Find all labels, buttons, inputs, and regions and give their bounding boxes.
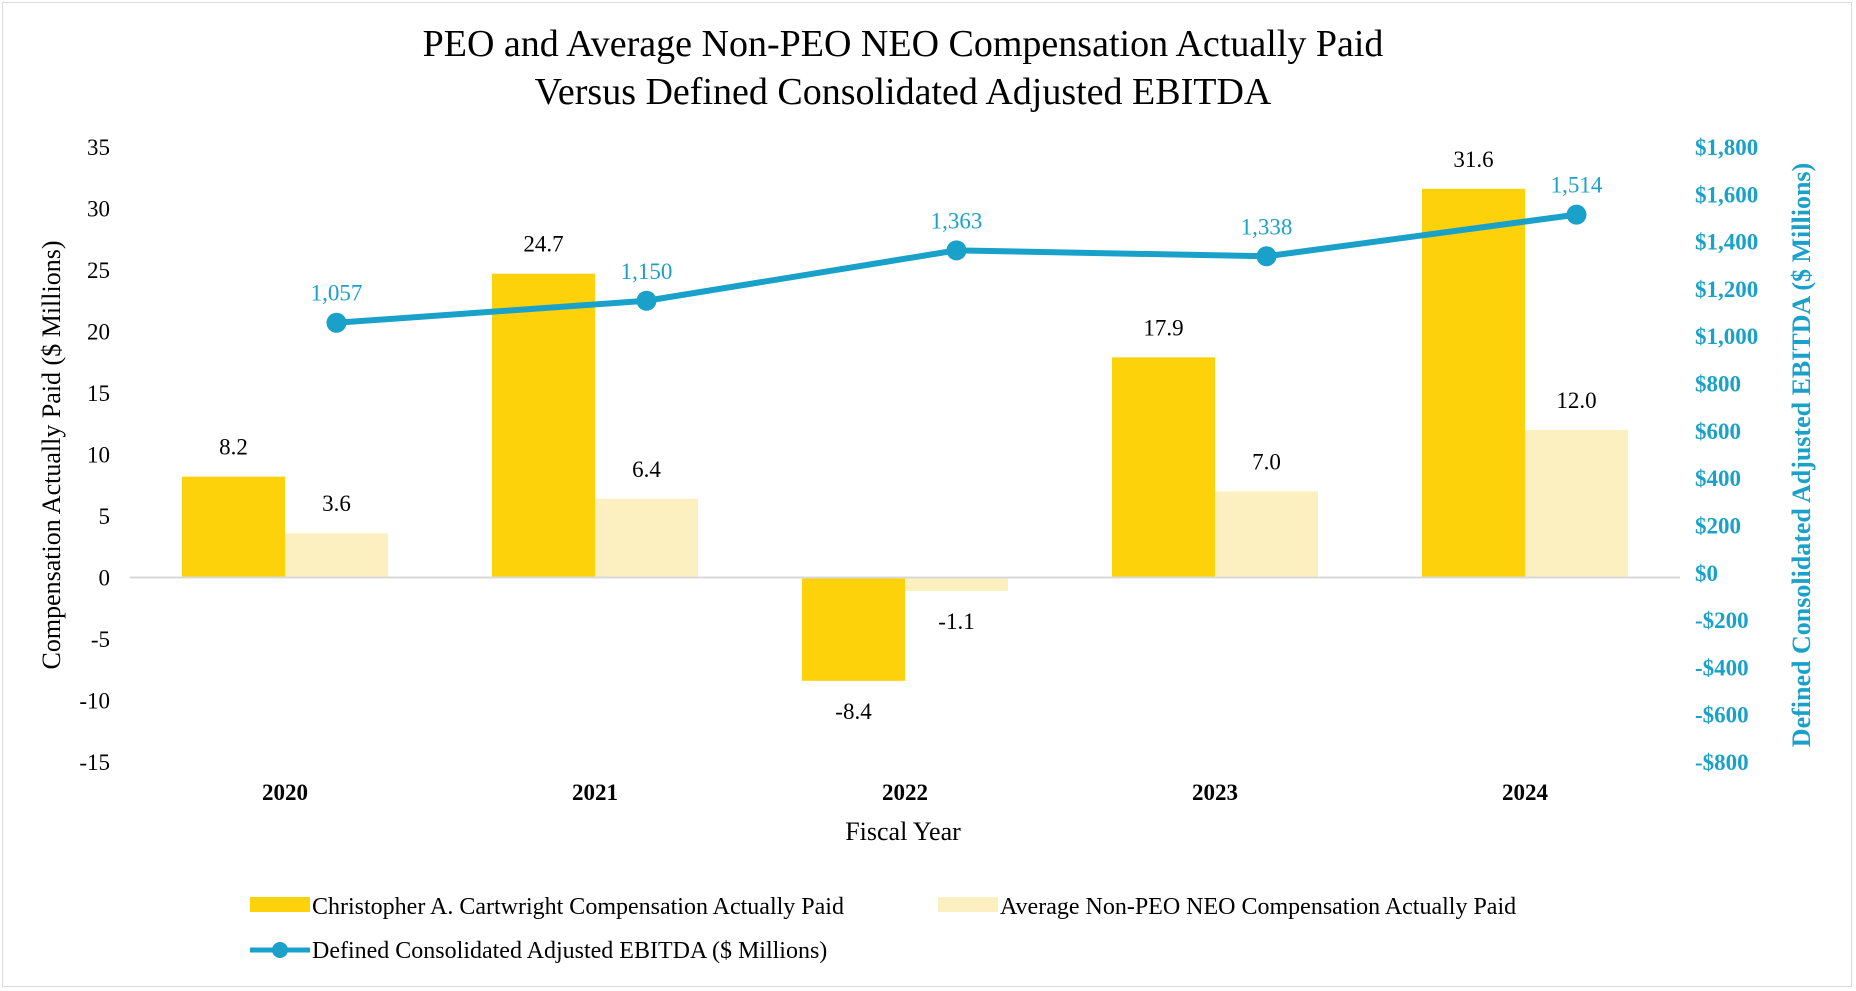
line-data-labels: 1,057 1,150 1,363 1,338 1,514 — [311, 173, 1603, 306]
ebitda-point — [1256, 246, 1277, 267]
y-tick-label: -5 — [91, 627, 110, 652]
legend-swatch-neo — [938, 897, 998, 912]
bar-peo — [1112, 357, 1215, 578]
ebitda-point — [636, 290, 657, 311]
bar-neo-label: 12.0 — [1556, 388, 1596, 413]
y2-tick-label: $1,800 — [1695, 135, 1758, 160]
bar-peo-label: 31.6 — [1453, 147, 1493, 172]
bar-neo-label: 7.0 — [1252, 449, 1281, 474]
ebitda-point-label: 1,057 — [311, 281, 363, 306]
ebitda-point — [946, 240, 967, 261]
ebitda-point — [326, 312, 347, 333]
bar-data-labels: 8.2 24.7 -8.4 17.9 31.6 3.6 6.4 -1.1 7.0 12.0 — [219, 147, 1597, 724]
x-category-label: 2023 — [1192, 780, 1238, 805]
y-tick-label: -15 — [79, 750, 110, 775]
y-tick-label: -10 — [79, 689, 110, 714]
x-category-label: 2024 — [1502, 780, 1549, 805]
y2-tick-label: -$200 — [1695, 608, 1749, 633]
bar-peo — [1422, 188, 1525, 578]
bar-peo-label: 17.9 — [1143, 315, 1183, 340]
bar-peo — [492, 273, 595, 578]
bar-neo — [595, 498, 698, 578]
chart-title-line-1: PEO and Average Non-PEO NEO Compensation… — [423, 23, 1384, 65]
ebitda-point — [1566, 204, 1587, 225]
bar-peo — [802, 577, 905, 681]
bar-peo — [182, 476, 285, 578]
y2-tick-label: $1,200 — [1695, 277, 1758, 302]
y2-axis-title: Defined Consolidated Adjusted EBITDA ($ … — [1787, 163, 1816, 747]
y2-tick-label: $600 — [1695, 419, 1741, 444]
ebitda-line-layer — [326, 204, 1587, 333]
bar-peo-label: -8.4 — [835, 699, 872, 724]
bar-neo — [1525, 429, 1628, 578]
y-tick-label: 0 — [99, 566, 111, 591]
bar-marks — [182, 188, 1628, 681]
ebitda-point-label: 1,514 — [1551, 173, 1603, 198]
y-tick-label: 35 — [87, 135, 110, 160]
y2-tick-label: $800 — [1695, 372, 1741, 397]
x-category-label: 2022 — [882, 780, 928, 805]
bar-peo-label: 24.7 — [523, 232, 563, 257]
y2-tick-label: -$400 — [1695, 655, 1749, 680]
y-tick-label: 5 — [99, 504, 111, 529]
legend-label-ebitda: Defined Consolidated Adjusted EBITDA ($ … — [312, 938, 827, 964]
ebitda-point-label: 1,150 — [621, 259, 673, 284]
bar-neo-label: 3.6 — [322, 491, 351, 516]
bar-neo — [905, 577, 1008, 592]
x-category-label: 2020 — [262, 780, 308, 805]
chart-title-line-2: Versus Defined Consolidated Adjusted EBI… — [535, 71, 1272, 113]
y2-tick-label: $1,600 — [1695, 182, 1758, 207]
right-tick-labels: $1,800 $1,600 $1,400 $1,200 $1,000 $800 $600 $4… — [1695, 135, 1758, 775]
legend: Christopher A. Cartwright Compensation A… — [250, 894, 1516, 964]
ebitda-point-label: 1,363 — [931, 208, 983, 233]
y-tick-label: 10 — [87, 443, 110, 468]
y2-tick-label: -$800 — [1695, 750, 1749, 775]
y2-tick-label: $1,400 — [1695, 230, 1758, 255]
bar-neo-label: -1.1 — [938, 609, 974, 634]
y2-tick-label: $0 — [1695, 561, 1718, 586]
bar-neo-label: 6.4 — [632, 457, 661, 482]
y2-tick-label: -$600 — [1695, 703, 1749, 728]
x-category-label: 2021 — [572, 780, 618, 805]
bar-neo — [285, 533, 388, 578]
x-axis-title: Fiscal Year — [845, 817, 961, 846]
y-axis-title: Compensation Actually Paid ($ Millions) — [37, 241, 66, 670]
category-labels: 2020 2021 2022 2023 2024 — [262, 780, 1549, 805]
legend-label-peo: Christopher A. Cartwright Compensation A… — [312, 894, 844, 920]
y-tick-label: 15 — [87, 381, 110, 406]
bar-neo — [1215, 491, 1318, 578]
y2-tick-label: $200 — [1695, 513, 1741, 538]
legend-label-neo: Average Non-PEO NEO Compensation Actuall… — [1000, 894, 1516, 920]
left-tick-labels: 35 30 25 20 15 10 5 0 -5 -10 -15 — [79, 135, 110, 775]
bar-peo-label: 8.2 — [219, 435, 248, 460]
legend-marker-ebitda — [272, 942, 288, 958]
y2-tick-label: $1,000 — [1695, 324, 1758, 349]
legend-swatch-peo — [250, 897, 310, 912]
ebitda-point-label: 1,338 — [1241, 214, 1293, 239]
y-tick-label: 20 — [87, 320, 110, 345]
y2-tick-label: $400 — [1695, 466, 1741, 491]
y-tick-label: 25 — [87, 258, 110, 283]
y-tick-label: 30 — [87, 197, 110, 222]
